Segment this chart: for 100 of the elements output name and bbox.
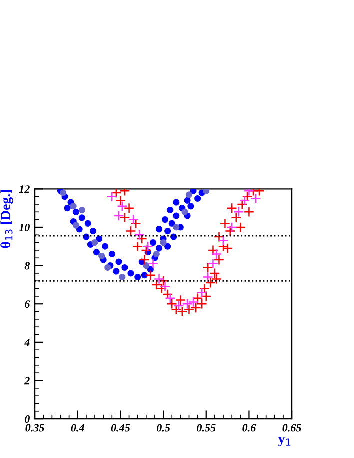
point <box>104 264 112 271</box>
point <box>60 190 67 196</box>
point <box>78 214 86 222</box>
y-tick-label: 12 <box>19 186 30 194</box>
point <box>156 245 163 252</box>
point <box>142 241 154 252</box>
point <box>250 193 262 204</box>
point <box>218 236 229 246</box>
point <box>167 206 174 214</box>
point <box>171 304 182 316</box>
point <box>162 289 174 300</box>
point <box>186 192 193 198</box>
point <box>190 189 197 194</box>
point <box>154 274 165 284</box>
point <box>244 206 254 218</box>
point <box>208 245 219 256</box>
point <box>184 304 195 316</box>
y-tick-label: 10 <box>19 224 30 232</box>
y-tick-label: 8 <box>24 262 30 270</box>
point <box>220 218 231 229</box>
x-tick-label: 0.4 <box>71 424 84 432</box>
point <box>210 268 220 279</box>
point <box>64 205 71 212</box>
x-tick-label: 0.5 <box>156 424 170 432</box>
y-tick-label: 2 <box>24 377 30 385</box>
point <box>78 206 86 214</box>
point <box>175 294 186 306</box>
x-axis-title: y$_{1}$ <box>278 437 291 447</box>
point <box>148 258 159 270</box>
point <box>150 240 157 246</box>
point <box>153 251 160 258</box>
point <box>115 195 126 206</box>
point <box>162 216 169 224</box>
x-tick-label: 0.35 <box>26 424 44 432</box>
point <box>98 252 106 260</box>
point <box>196 287 208 298</box>
point <box>225 226 236 237</box>
point <box>92 240 98 246</box>
point <box>174 300 184 312</box>
point <box>102 243 109 250</box>
point <box>173 212 180 220</box>
point <box>164 228 172 235</box>
point <box>214 254 225 266</box>
point <box>160 240 167 246</box>
point <box>84 220 92 227</box>
point <box>234 206 244 218</box>
point <box>128 214 139 226</box>
point <box>70 203 77 210</box>
point <box>145 270 156 281</box>
point <box>156 226 163 233</box>
point <box>192 293 204 304</box>
point <box>156 284 168 294</box>
x-tick-label: 0.6 <box>242 424 256 432</box>
point <box>108 251 116 258</box>
point <box>182 208 188 216</box>
point <box>166 298 178 310</box>
point <box>122 264 128 271</box>
point <box>120 212 130 224</box>
point <box>164 243 172 250</box>
point <box>226 203 238 214</box>
y-axis-title: θ$_{13}$ [Deg.] <box>0 190 14 248</box>
point <box>116 258 122 266</box>
point <box>194 195 202 202</box>
x-tick-label: 0.55 <box>197 424 216 432</box>
point <box>117 201 128 212</box>
point <box>72 222 80 229</box>
point <box>240 195 250 206</box>
point <box>231 212 242 224</box>
point <box>203 189 210 194</box>
point <box>128 270 134 277</box>
point <box>72 208 80 216</box>
point <box>188 203 194 210</box>
point <box>93 249 100 256</box>
point <box>235 222 246 233</box>
point <box>184 197 191 204</box>
point <box>139 254 150 266</box>
point <box>211 249 222 260</box>
point <box>168 220 176 227</box>
point <box>173 199 180 206</box>
point <box>141 245 152 256</box>
point <box>202 272 214 283</box>
point <box>165 293 176 304</box>
y-tick-label: 0 <box>25 416 30 424</box>
y-tick-label: 6 <box>25 300 30 308</box>
point <box>222 243 234 254</box>
point <box>226 222 238 233</box>
point <box>90 228 97 235</box>
point <box>111 189 122 198</box>
point <box>119 274 126 281</box>
x-tick-label: 0.45 <box>111 424 130 432</box>
y-tick-label: 4 <box>24 338 30 346</box>
point <box>143 262 150 270</box>
x-tick-label: 0.65 <box>282 424 302 432</box>
point <box>113 268 120 275</box>
point <box>114 210 124 222</box>
point <box>177 306 188 318</box>
point <box>202 262 214 273</box>
point <box>124 203 135 214</box>
point <box>173 224 180 231</box>
point <box>134 274 142 281</box>
